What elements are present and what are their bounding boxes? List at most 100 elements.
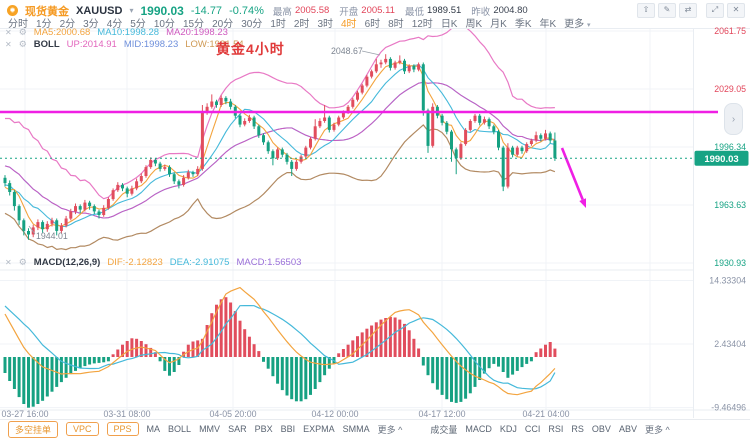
period-tab-15分[interactable]: 15分 bbox=[182, 18, 205, 30]
svg-text:04-12 00:00: 04-12 00:00 bbox=[312, 409, 359, 419]
stat-label: 昨收 bbox=[471, 6, 491, 18]
toolbar-indicator-MACD[interactable]: MACD bbox=[465, 424, 492, 434]
price-axis-labels: 2061.75 2029.05 1996.34 1963.63 1930.93 14.33… bbox=[709, 26, 746, 413]
toolbar-more-indicators[interactable]: 更多 ^ bbox=[644, 424, 670, 435]
toolbar-pinned-VPC[interactable]: VPC bbox=[66, 422, 99, 436]
svg-text:1996.34: 1996.34 bbox=[714, 142, 746, 152]
draw-icon[interactable]: ✎ bbox=[658, 3, 676, 18]
boll-close-icon[interactable]: ✕ bbox=[5, 40, 12, 49]
legend-value: LOW:1981.54 bbox=[185, 39, 244, 50]
svg-text:04-05 20:00: 04-05 20:00 bbox=[210, 409, 257, 419]
period-tab-2时[interactable]: 2时 bbox=[293, 18, 310, 30]
toolbar-indicator-CCI[interactable]: CCI bbox=[524, 424, 541, 434]
svg-text:14.33304: 14.33304 bbox=[709, 276, 746, 286]
period-tab-4分[interactable]: 4分 bbox=[106, 18, 123, 30]
macd-close-icon[interactable]: ✕ bbox=[5, 258, 12, 267]
period-tab-月K[interactable]: 月K bbox=[490, 18, 507, 30]
stat-最低: 最低 1989.51 bbox=[405, 4, 461, 18]
period-tab-more[interactable]: 更多 ▾ bbox=[564, 18, 591, 30]
svg-text:1930.93: 1930.93 bbox=[714, 258, 746, 268]
toolbar-overlay-SAR[interactable]: SAR bbox=[228, 424, 247, 434]
boll-settings-icon[interactable]: ⚙ bbox=[18, 39, 27, 49]
toolbar-overlay-MMV[interactable]: MMV bbox=[199, 424, 221, 434]
toolbar-indicator-成交量[interactable]: 成交量 bbox=[430, 424, 458, 435]
bottom-toolbar: 多空挂单 VPC PPS MA BOLL MMV SAR PBX BBI EXPMA SMMA 更多 … bbox=[0, 419, 750, 438]
stat-label: 最高 bbox=[272, 6, 292, 18]
symbol-name: 现货黄金 bbox=[25, 5, 69, 18]
toolbar-pinned-PPS[interactable]: PPS bbox=[106, 422, 139, 436]
toolbar-indicator-KDJ[interactable]: KDJ bbox=[499, 424, 517, 434]
header-bar: 现货黄金 XAUUSD ▾ 1990.03 -14.77 -0.74% 最高 20… bbox=[0, 0, 750, 18]
drawn-trendline[interactable] bbox=[0, 110, 718, 208]
period-tab-周K[interactable]: 周K bbox=[465, 18, 483, 30]
side-panel-handle[interactable]: › bbox=[724, 103, 743, 135]
ma-settings-icon[interactable]: ⚙ bbox=[18, 27, 27, 37]
svg-text:2061.75: 2061.75 bbox=[714, 26, 746, 36]
toolbar-overlay-PBX[interactable]: PBX bbox=[254, 424, 273, 434]
period-tab-1分[interactable]: 1分 bbox=[36, 18, 52, 30]
toolbar-overlay-BBI[interactable]: BBI bbox=[280, 424, 296, 434]
macd-indicator-name: MACD(12,26,9) bbox=[33, 257, 101, 268]
brand-logo-icon bbox=[7, 5, 18, 16]
legend-value: MA5:2000.68 bbox=[33, 27, 91, 38]
toolbar-overlay-BOLL[interactable]: BOLL bbox=[168, 424, 192, 434]
period-tab-4时[interactable]: 4时 bbox=[341, 18, 357, 30]
period-tab-分时[interactable]: 分时 bbox=[8, 18, 28, 30]
ma-close-icon[interactable]: ✕ bbox=[5, 28, 12, 37]
grid-lines bbox=[0, 28, 750, 418]
period-tab-8时[interactable]: 8时 bbox=[388, 18, 404, 30]
svg-text:2029.05: 2029.05 bbox=[714, 84, 746, 94]
period-tab-5分[interactable]: 5分 bbox=[130, 18, 146, 30]
svg-text:03-31 08:00: 03-31 08:00 bbox=[104, 409, 151, 419]
stat-value: 1989.51 bbox=[426, 5, 462, 16]
boll-indicator-name: BOLL bbox=[33, 39, 60, 50]
boll-indicator-legend: ✕ ⚙ BOLL UP:2014.91 MID:1998.23 LOW:1981.5… bbox=[5, 39, 244, 50]
period-tab-10分[interactable]: 10分 bbox=[153, 18, 175, 30]
toolbar-indicator-RSI[interactable]: RSI bbox=[548, 424, 564, 434]
legend-value: DEA:-2.91075 bbox=[169, 257, 230, 268]
period-tab-30分[interactable]: 30分 bbox=[241, 18, 263, 30]
macd-histogram bbox=[3, 297, 557, 408]
toolbar-overlay-SMMA[interactable]: SMMA bbox=[342, 424, 370, 434]
toolbar-indicator-RS[interactable]: RS bbox=[571, 424, 584, 434]
close-icon[interactable]: ✕ bbox=[727, 3, 745, 18]
toolbar-indicator-ABV[interactable]: ABV bbox=[618, 424, 637, 434]
period-tab-年K[interactable]: 年K bbox=[539, 18, 557, 30]
period-tab-12时[interactable]: 12时 bbox=[411, 18, 433, 30]
period-tab-3时[interactable]: 3时 bbox=[317, 18, 333, 30]
svg-text:1963.63: 1963.63 bbox=[714, 200, 746, 210]
legend-value: MACD:1.56503 bbox=[236, 257, 302, 268]
macd-settings-icon[interactable]: ⚙ bbox=[18, 257, 27, 267]
period-tab-6时[interactable]: 6时 bbox=[364, 18, 381, 30]
period-tab-2分[interactable]: 2分 bbox=[59, 18, 76, 30]
svg-text:1990.03: 1990.03 bbox=[704, 154, 738, 165]
macd-indicator-legend: ✕ ⚙ MACD(12,26,9) DIF:-2.12823 DEA:-2.910… bbox=[5, 257, 301, 268]
period-tab-1时[interactable]: 1时 bbox=[270, 18, 286, 30]
compare-icon[interactable]: ⇄ bbox=[679, 3, 697, 18]
stat-开盘: 开盘 2005.11 bbox=[339, 4, 395, 18]
toolbar-overlay-MA[interactable]: MA bbox=[146, 424, 161, 434]
daily-stats: 最高 2005.58 开盘 2005.11 最低 1989.51 昨收 2004.80 bbox=[273, 4, 528, 18]
export-icon[interactable]: ⇧ bbox=[637, 3, 655, 18]
window-controls: ⇧ ✎ ⇄ ⤢ ✕ bbox=[637, 3, 745, 18]
toolbar-indicator-OBV[interactable]: OBV bbox=[591, 424, 611, 434]
price-change: -14.77 bbox=[190, 4, 223, 17]
stat-value: 2004.80 bbox=[493, 5, 528, 16]
period-tab-20分[interactable]: 20分 bbox=[212, 18, 234, 30]
period-tab-日K[interactable]: 日K bbox=[440, 18, 458, 30]
symbol-code[interactable]: XAUUSD bbox=[76, 4, 123, 17]
macd-dif-line bbox=[4, 286, 556, 396]
toolbar-pinned-多空挂单[interactable]: 多空挂单 bbox=[8, 420, 59, 438]
stat-value: 2005.58 bbox=[294, 5, 330, 16]
toolbar-more-overlays[interactable]: 更多 ^ bbox=[377, 424, 403, 435]
legend-value: MA20:1998.23 bbox=[166, 27, 228, 38]
symbol-dropdown-icon[interactable]: ▾ bbox=[129, 6, 134, 15]
period-tab-3分[interactable]: 3分 bbox=[83, 18, 99, 30]
svg-text:-9.46496: -9.46496 bbox=[711, 403, 746, 413]
ma-indicator-legend: ✕ ⚙ MA5:2000.68 MA10:1998.28 MA20:1998.23 bbox=[5, 27, 228, 38]
fullscreen-icon[interactable]: ⤢ bbox=[706, 3, 724, 18]
toolbar-overlay-EXPMA[interactable]: EXPMA bbox=[303, 424, 335, 434]
period-tab-季K[interactable]: 季K bbox=[514, 18, 532, 30]
legend-value: DIF:-2.12823 bbox=[107, 257, 163, 268]
